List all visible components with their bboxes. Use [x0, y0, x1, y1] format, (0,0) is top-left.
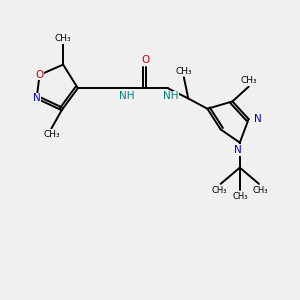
Text: CH₃: CH₃ — [212, 186, 227, 195]
Text: CH₃: CH₃ — [43, 130, 60, 139]
Text: CH₃: CH₃ — [240, 76, 257, 85]
Text: CH₃: CH₃ — [176, 67, 192, 76]
Text: N: N — [254, 114, 261, 124]
Text: N: N — [33, 94, 41, 103]
Text: O: O — [35, 70, 44, 80]
Text: CH₃: CH₃ — [55, 34, 71, 43]
Text: N: N — [235, 145, 242, 155]
Text: O: O — [142, 56, 150, 65]
Text: NH: NH — [164, 92, 179, 101]
Text: CH₃: CH₃ — [232, 192, 248, 201]
Text: CH₃: CH₃ — [253, 186, 268, 195]
Text: NH: NH — [119, 91, 135, 100]
